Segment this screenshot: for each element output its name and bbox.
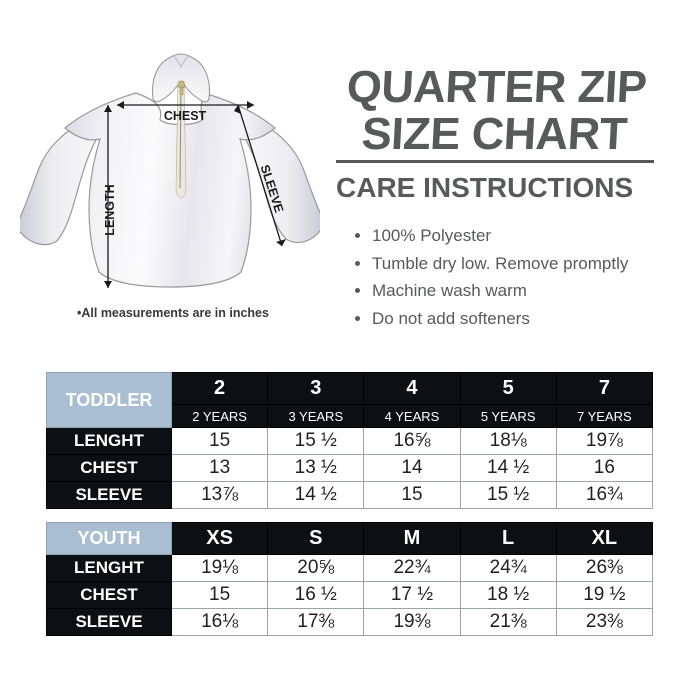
- svg-text:LENGTH: LENGTH: [103, 184, 117, 235]
- svg-text:SLEEVE: SLEEVE: [258, 163, 287, 214]
- svg-text:CHEST: CHEST: [164, 109, 207, 123]
